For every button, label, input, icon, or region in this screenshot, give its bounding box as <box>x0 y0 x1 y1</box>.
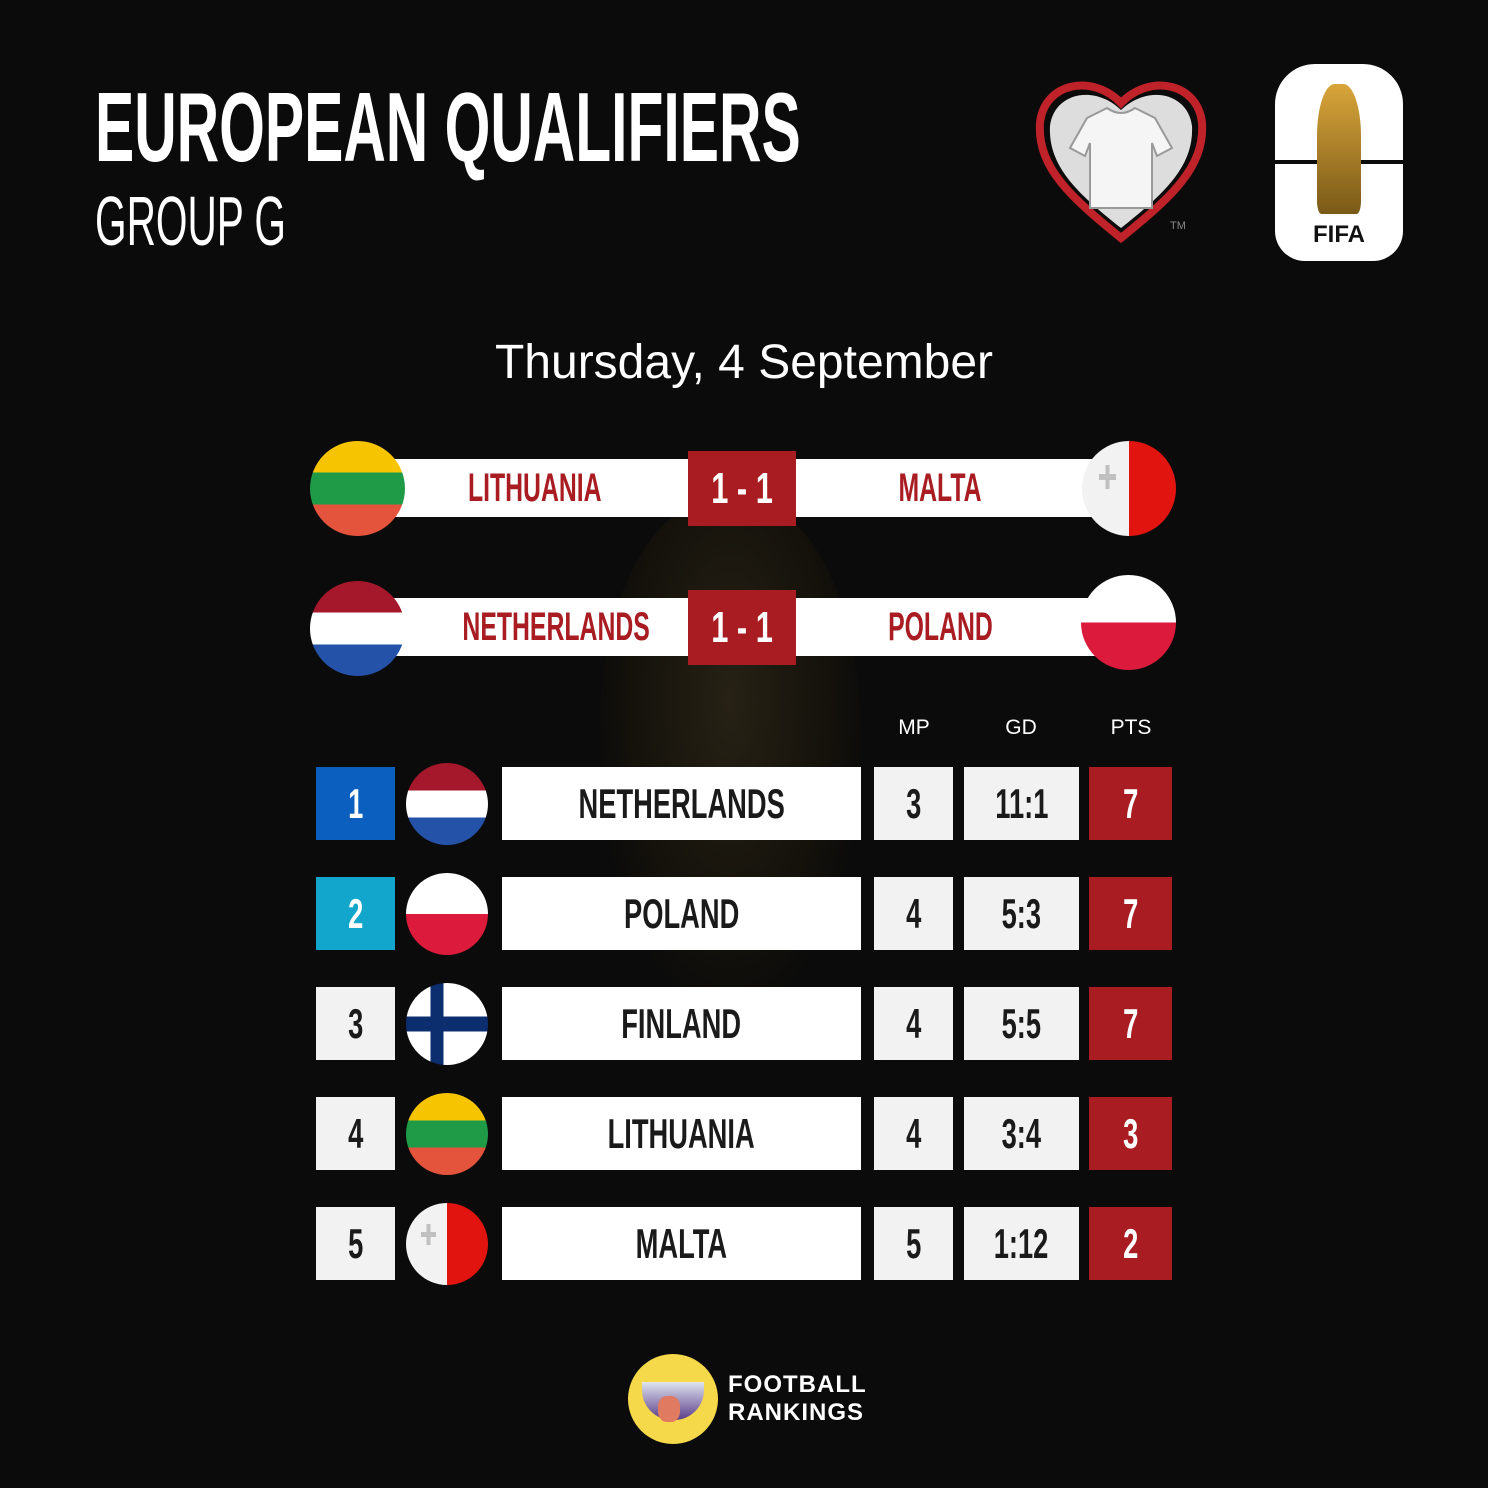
header-gd: GD <box>1005 716 1037 739</box>
malta-flag-icon <box>1082 441 1176 536</box>
away-team-name: MALTA <box>898 466 982 510</box>
home-team-name: NETHERLANDS <box>462 605 650 649</box>
matches-played: 4 <box>874 1097 953 1170</box>
points: 7 <box>1089 987 1172 1060</box>
match-score: 1 - 1 <box>688 590 796 665</box>
points: 7 <box>1089 877 1172 950</box>
fifa-world-cup-26-logo: FIFA <box>1275 64 1403 261</box>
matches-played: 5 <box>874 1207 953 1280</box>
lithuania-flag-icon <box>406 1093 488 1175</box>
matches-played: 4 <box>874 987 953 1060</box>
team-name: FINLAND <box>502 987 861 1060</box>
rank-badge: 5 <box>316 1207 395 1280</box>
rank-badge: 3 <box>316 987 395 1060</box>
goal-difference: 11:1 <box>964 767 1079 840</box>
matches-played: 4 <box>874 877 953 950</box>
team-name: LITHUANIA <box>502 1097 861 1170</box>
page-title: EUROPEAN QUALIFIERS <box>95 72 801 182</box>
european-qualifiers-logo: TM <box>1032 68 1210 246</box>
team-name: MALTA <box>502 1207 861 1280</box>
match-row: NETHERLANDS 1 - 1 POLAND <box>310 575 1176 676</box>
rank-badge: 2 <box>316 877 395 950</box>
goal-difference: 5:3 <box>964 877 1079 950</box>
table-row: 3 FINLAND 4 5:5 7 <box>0 983 1488 1065</box>
table-row: 5 MALTA 5 1:12 2 <box>0 1203 1488 1285</box>
footer-brand: FOOTBALL RANKINGS <box>728 1371 867 1426</box>
rank-badge: 4 <box>316 1097 395 1170</box>
match-score: 1 - 1 <box>688 451 796 526</box>
points: 2 <box>1089 1207 1172 1280</box>
malta-flag-icon <box>406 1203 488 1285</box>
match-row: LITHUANIA 1 - 1 MALTA <box>310 440 1176 536</box>
home-team-name: LITHUANIA <box>468 466 602 510</box>
matches-played: 3 <box>874 767 953 840</box>
match-date: Thursday, 4 September <box>494 336 994 389</box>
team-name: POLAND <box>502 877 861 950</box>
finland-flag-icon <box>406 983 488 1065</box>
goal-difference: 3:4 <box>964 1097 1079 1170</box>
points: 3 <box>1089 1097 1172 1170</box>
goal-difference: 1:12 <box>964 1207 1079 1280</box>
points: 7 <box>1089 767 1172 840</box>
netherlands-flag-icon <box>310 581 405 676</box>
group-subtitle: GROUP G <box>95 182 287 260</box>
table-row: 1 NETHERLANDS 3 11:1 7 <box>0 763 1488 845</box>
header-mp: MP <box>898 716 930 739</box>
goal-difference: 5:5 <box>964 987 1079 1060</box>
poland-flag-icon <box>1081 575 1176 670</box>
poland-flag-icon <box>406 873 488 955</box>
table-row: 4 LITHUANIA 4 3:4 3 <box>0 1093 1488 1175</box>
rank-badge: 1 <box>316 767 395 840</box>
away-team-name: POLAND <box>887 605 993 649</box>
football-rankings-logo <box>628 1354 718 1444</box>
netherlands-flag-icon <box>406 763 488 845</box>
header-pts: PTS <box>1110 716 1152 739</box>
table-row: 2 POLAND 4 5:3 7 <box>0 873 1488 955</box>
team-name: NETHERLANDS <box>502 767 861 840</box>
lithuania-flag-icon <box>310 441 405 536</box>
